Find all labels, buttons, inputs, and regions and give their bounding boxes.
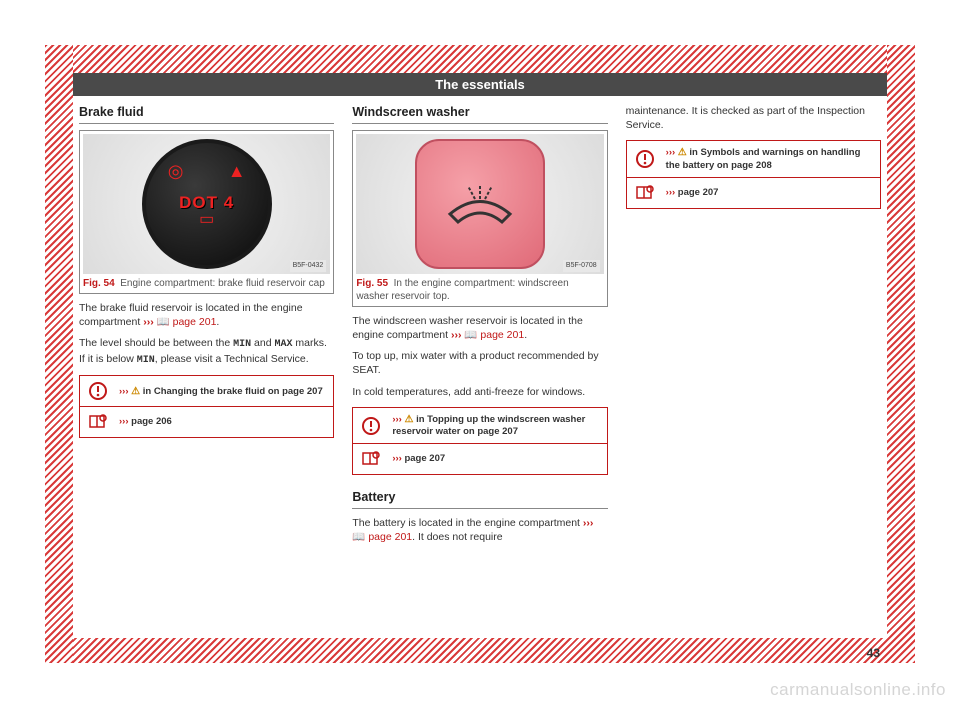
washer-p1: The windscreen washer reservoir is locat… — [352, 314, 607, 342]
book-search-icon-2 — [360, 449, 382, 469]
figure-55-code: B5F-0708 — [563, 260, 600, 271]
min-label: MIN — [233, 339, 251, 350]
min-label-2: MIN — [137, 355, 155, 366]
page-content: The essentials Brake fluid ◎ ▲ ▭ DOT 4 B… — [73, 73, 887, 638]
brake-p1: The brake fluid reservoir is located in … — [79, 301, 334, 329]
warning-triangle-icon: ▲ — [228, 159, 246, 183]
book-icon-3: 📖 — [352, 531, 368, 543]
t1: The level should be between the — [79, 337, 233, 349]
figure-54-code: B5F-0432 — [290, 260, 327, 271]
book-search-icon — [87, 412, 109, 432]
info-box-battery: ››› ⚠ in Symbols and warnings on handlin… — [626, 140, 881, 209]
w-info-row-2: ››› page 207 — [353, 443, 606, 474]
info-r2: page 206 — [131, 416, 172, 427]
figure-55: B5F-0708 Fig. 55 In the engine compartme… — [352, 130, 607, 307]
w-info-r1: in Topping up the windscreen washer rese… — [392, 414, 585, 437]
book-icon: 📖 — [157, 316, 173, 328]
w-info-text-1: ››› ⚠ in Topping up the windscreen washe… — [392, 413, 599, 439]
info-box-washer: ››› ⚠ in Topping up the windscreen washe… — [352, 407, 607, 476]
columns: Brake fluid ◎ ▲ ▭ DOT 4 B5F-0432 Fig. 54 — [73, 104, 887, 552]
battery-p1: The battery is located in the engine com… — [352, 516, 607, 544]
figure-55-caption-text: In the engine compartment: windscreen wa… — [356, 278, 568, 302]
t4: , please visit a Technical Service. — [155, 353, 309, 365]
washer-p2: To top up, mix water with a product reco… — [352, 349, 607, 377]
figure-54-image: ◎ ▲ ▭ DOT 4 B5F-0432 — [83, 134, 330, 274]
page-ref: page 201 — [173, 316, 217, 328]
cap-warning-icons: ◎ ▲ — [146, 159, 268, 183]
t2: and — [251, 337, 274, 349]
info-text-2: ››› page 206 — [119, 416, 326, 428]
b-t1: The battery is located in the engine com… — [352, 517, 583, 529]
bat-info-r2: page 207 — [678, 187, 719, 198]
warning-icon-2 — [360, 416, 382, 436]
figure-54-num: Fig. 54 — [83, 278, 115, 289]
page-header: The essentials — [73, 73, 887, 96]
page-number: 43 — [867, 646, 880, 660]
warning-icon-3 — [634, 149, 656, 169]
b-t2: . It does not require — [412, 531, 502, 543]
border-top — [45, 45, 915, 73]
book-search-icon-3 — [634, 183, 656, 203]
brake-circle-icon: ◎ — [168, 159, 184, 183]
border-bottom — [45, 638, 915, 663]
w-info-text-2: ››› page 207 — [392, 453, 599, 465]
figure-54-caption-text: Engine compartment: brake fluid reservoi… — [120, 278, 325, 289]
info-text-1: ››› ⚠ in Changing the brake fluid on pag… — [119, 385, 326, 398]
page-ref-2: page 201 — [480, 329, 524, 341]
section-title-windscreen: Windscreen washer — [352, 104, 607, 124]
windscreen-washer-icon — [440, 174, 520, 234]
info-row-2: ››› page 206 — [80, 406, 333, 437]
bat-info-row-2: ››› page 207 — [627, 177, 880, 208]
column-brake-fluid: Brake fluid ◎ ▲ ▭ DOT 4 B5F-0432 Fig. 54 — [79, 104, 334, 552]
page-ref-3: page 201 — [368, 531, 412, 543]
figure-55-caption: Fig. 55 In the engine compartment: winds… — [356, 277, 603, 303]
column-3: maintenance. It is checked as part of th… — [626, 104, 881, 552]
w-info-row-1: ››› ⚠ in Topping up the windscreen washe… — [353, 408, 606, 444]
info-r1: in Changing the brake fluid on page 207 — [143, 386, 323, 397]
bat-info-text-1: ››› ⚠ in Symbols and warnings on handlin… — [666, 146, 873, 172]
manual-book-icon: ▭ — [199, 209, 214, 231]
watermark: carmanualsonline.info — [770, 680, 946, 700]
figure-55-image: B5F-0708 — [356, 134, 603, 274]
washer-cap-icon — [415, 139, 545, 269]
figure-54: ◎ ▲ ▭ DOT 4 B5F-0432 Fig. 54 Engine comp… — [79, 130, 334, 294]
figure-55-num: Fig. 55 — [356, 278, 388, 289]
ref-arrows: ››› — [143, 316, 156, 328]
section-title-battery: Battery — [352, 489, 607, 509]
warning-icon — [87, 381, 109, 401]
border-left — [45, 45, 73, 663]
book-icon-2: 📖 — [464, 329, 480, 341]
border-right — [887, 45, 915, 663]
brake-cap-icon: ◎ ▲ ▭ DOT 4 — [142, 139, 272, 269]
section-title-brake: Brake fluid — [79, 104, 334, 124]
bat-info-r1: in Symbols and warnings on handling the … — [666, 147, 861, 170]
brake-p2: The level should be between the MIN and … — [79, 336, 334, 367]
column-windscreen: Windscreen washer B5F-0708 Fig. 55 — [352, 104, 607, 552]
w-info-r2: page 207 — [404, 453, 445, 464]
washer-p3: In cold temperatures, add anti-freeze fo… — [352, 385, 607, 399]
bat-info-row-1: ››› ⚠ in Symbols and warnings on handlin… — [627, 141, 880, 177]
info-row-1: ››› ⚠ in Changing the brake fluid on pag… — [80, 376, 333, 406]
bat-info-text-2: ››› page 207 — [666, 187, 873, 199]
maint-p1: maintenance. It is checked as part of th… — [626, 104, 881, 132]
max-label: MAX — [274, 339, 292, 350]
info-box-brake: ››› ⚠ in Changing the brake fluid on pag… — [79, 375, 334, 438]
figure-54-caption: Fig. 54 Engine compartment: brake fluid … — [83, 277, 330, 290]
